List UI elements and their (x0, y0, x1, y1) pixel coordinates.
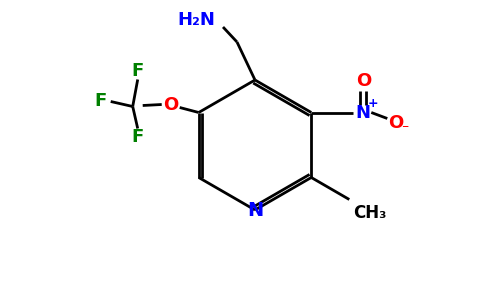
Text: F: F (94, 92, 107, 110)
Text: F: F (132, 128, 144, 146)
Text: O: O (356, 71, 371, 89)
Text: ⁻: ⁻ (401, 122, 408, 136)
Text: H₂N: H₂N (177, 11, 215, 29)
Text: O: O (388, 113, 403, 131)
Text: +: + (368, 97, 378, 110)
Text: N: N (247, 202, 263, 220)
Text: F: F (132, 62, 144, 80)
Text: N: N (356, 103, 371, 122)
Text: CH₃: CH₃ (353, 203, 387, 221)
Text: O: O (163, 95, 178, 113)
